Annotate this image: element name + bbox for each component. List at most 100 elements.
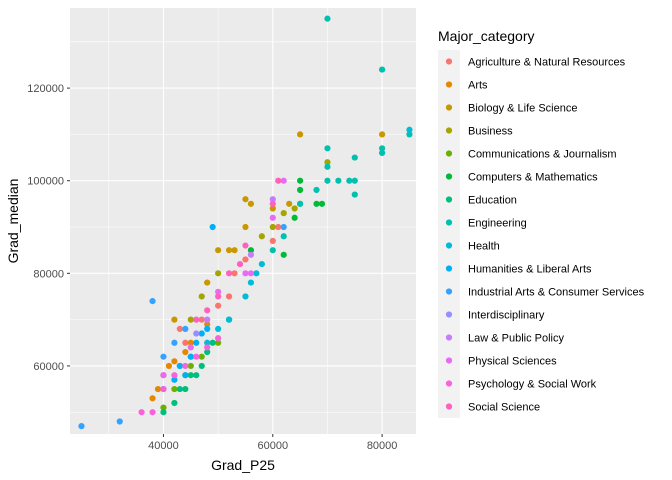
data-point xyxy=(171,339,178,346)
data-point xyxy=(280,223,287,231)
data-point xyxy=(193,316,200,323)
data-point xyxy=(204,348,211,356)
y-tick-label: 120000 xyxy=(27,83,64,95)
data-point xyxy=(204,344,211,351)
data-point xyxy=(258,233,265,240)
legend-label: Industrial Arts & Consumer Services xyxy=(468,287,645,299)
data-point xyxy=(269,223,276,231)
legend-marker xyxy=(445,150,453,157)
data-point xyxy=(187,362,194,370)
data-point xyxy=(176,325,183,332)
data-point xyxy=(204,316,211,323)
legend-marker xyxy=(445,58,453,65)
data-point xyxy=(379,131,386,138)
data-point xyxy=(247,279,255,286)
data-point xyxy=(215,339,222,346)
legend-marker xyxy=(445,288,453,295)
data-point xyxy=(324,145,331,152)
data-point xyxy=(149,409,156,416)
data-point xyxy=(280,251,287,258)
data-point xyxy=(187,372,194,379)
data-point xyxy=(176,385,183,393)
legend-label: Law & Public Policy xyxy=(468,333,564,345)
x-axis-title: Grad_P25 xyxy=(211,457,275,473)
data-point xyxy=(198,362,205,370)
data-point xyxy=(160,372,167,379)
data-point xyxy=(231,270,238,277)
data-point xyxy=(171,358,178,365)
legend-label: Psychology & Social Work xyxy=(468,379,597,391)
legend-label: Interdisciplinary xyxy=(468,310,545,322)
legend-label: Humanities & Liberal Arts xyxy=(468,264,592,276)
data-point xyxy=(215,270,222,277)
legend-marker xyxy=(445,81,453,88)
legend-marker xyxy=(445,104,453,111)
legend-title: Major_category xyxy=(438,28,535,44)
data-point xyxy=(351,154,358,161)
data-point xyxy=(379,149,386,157)
data-point xyxy=(215,302,222,309)
y-tick-label: 60000 xyxy=(33,361,64,373)
data-point xyxy=(351,191,358,198)
data-point xyxy=(242,196,249,203)
data-point xyxy=(291,205,298,212)
data-point xyxy=(198,293,205,300)
data-point xyxy=(215,247,222,254)
data-point xyxy=(242,256,249,263)
data-point xyxy=(171,376,178,383)
data-point xyxy=(275,223,282,231)
data-point xyxy=(280,210,287,217)
legend-label: Business xyxy=(468,126,513,138)
legend-marker xyxy=(445,403,453,410)
data-point xyxy=(215,325,222,332)
data-point xyxy=(225,247,233,254)
legend-marker xyxy=(445,357,453,364)
data-point xyxy=(242,242,249,249)
data-point xyxy=(324,177,331,184)
legend-label: Social Science xyxy=(468,402,540,414)
data-point xyxy=(247,251,255,258)
x-axis-ticks: 40000 60000 80000 xyxy=(148,434,397,452)
data-point xyxy=(406,131,413,138)
data-points xyxy=(78,15,413,430)
x-tick-label: 80000 xyxy=(367,440,398,452)
legend-label: Computers & Mathematics xyxy=(468,172,598,184)
data-point xyxy=(193,353,200,360)
data-point xyxy=(236,260,244,268)
data-point xyxy=(198,330,205,337)
data-point xyxy=(171,316,178,323)
data-point xyxy=(242,223,249,231)
data-point xyxy=(253,270,260,277)
legend-marker xyxy=(445,127,453,134)
data-point xyxy=(204,325,211,332)
data-point xyxy=(297,131,304,138)
data-point xyxy=(193,372,200,379)
data-point xyxy=(187,339,194,346)
legend-marker xyxy=(445,334,453,341)
legend-label: Biology & Life Science xyxy=(468,103,577,115)
data-point xyxy=(297,177,304,184)
data-point xyxy=(351,177,358,184)
legend-label: Agriculture & Natural Resources xyxy=(468,57,626,69)
data-point xyxy=(160,404,167,411)
data-point xyxy=(379,145,386,152)
data-point xyxy=(313,186,320,194)
data-point xyxy=(204,307,211,314)
data-point xyxy=(204,339,211,346)
data-point xyxy=(269,196,276,203)
data-point xyxy=(269,200,276,207)
data-point xyxy=(182,339,189,346)
data-point xyxy=(258,260,265,268)
data-point xyxy=(335,177,342,184)
data-point xyxy=(149,395,156,402)
data-point xyxy=(291,214,298,221)
data-point xyxy=(324,163,331,170)
data-point xyxy=(269,237,276,245)
data-point xyxy=(182,372,189,379)
data-point xyxy=(182,348,189,356)
data-point xyxy=(247,200,255,207)
data-point xyxy=(269,205,276,212)
data-point xyxy=(187,353,194,360)
data-point xyxy=(171,385,178,393)
data-point xyxy=(269,214,276,221)
